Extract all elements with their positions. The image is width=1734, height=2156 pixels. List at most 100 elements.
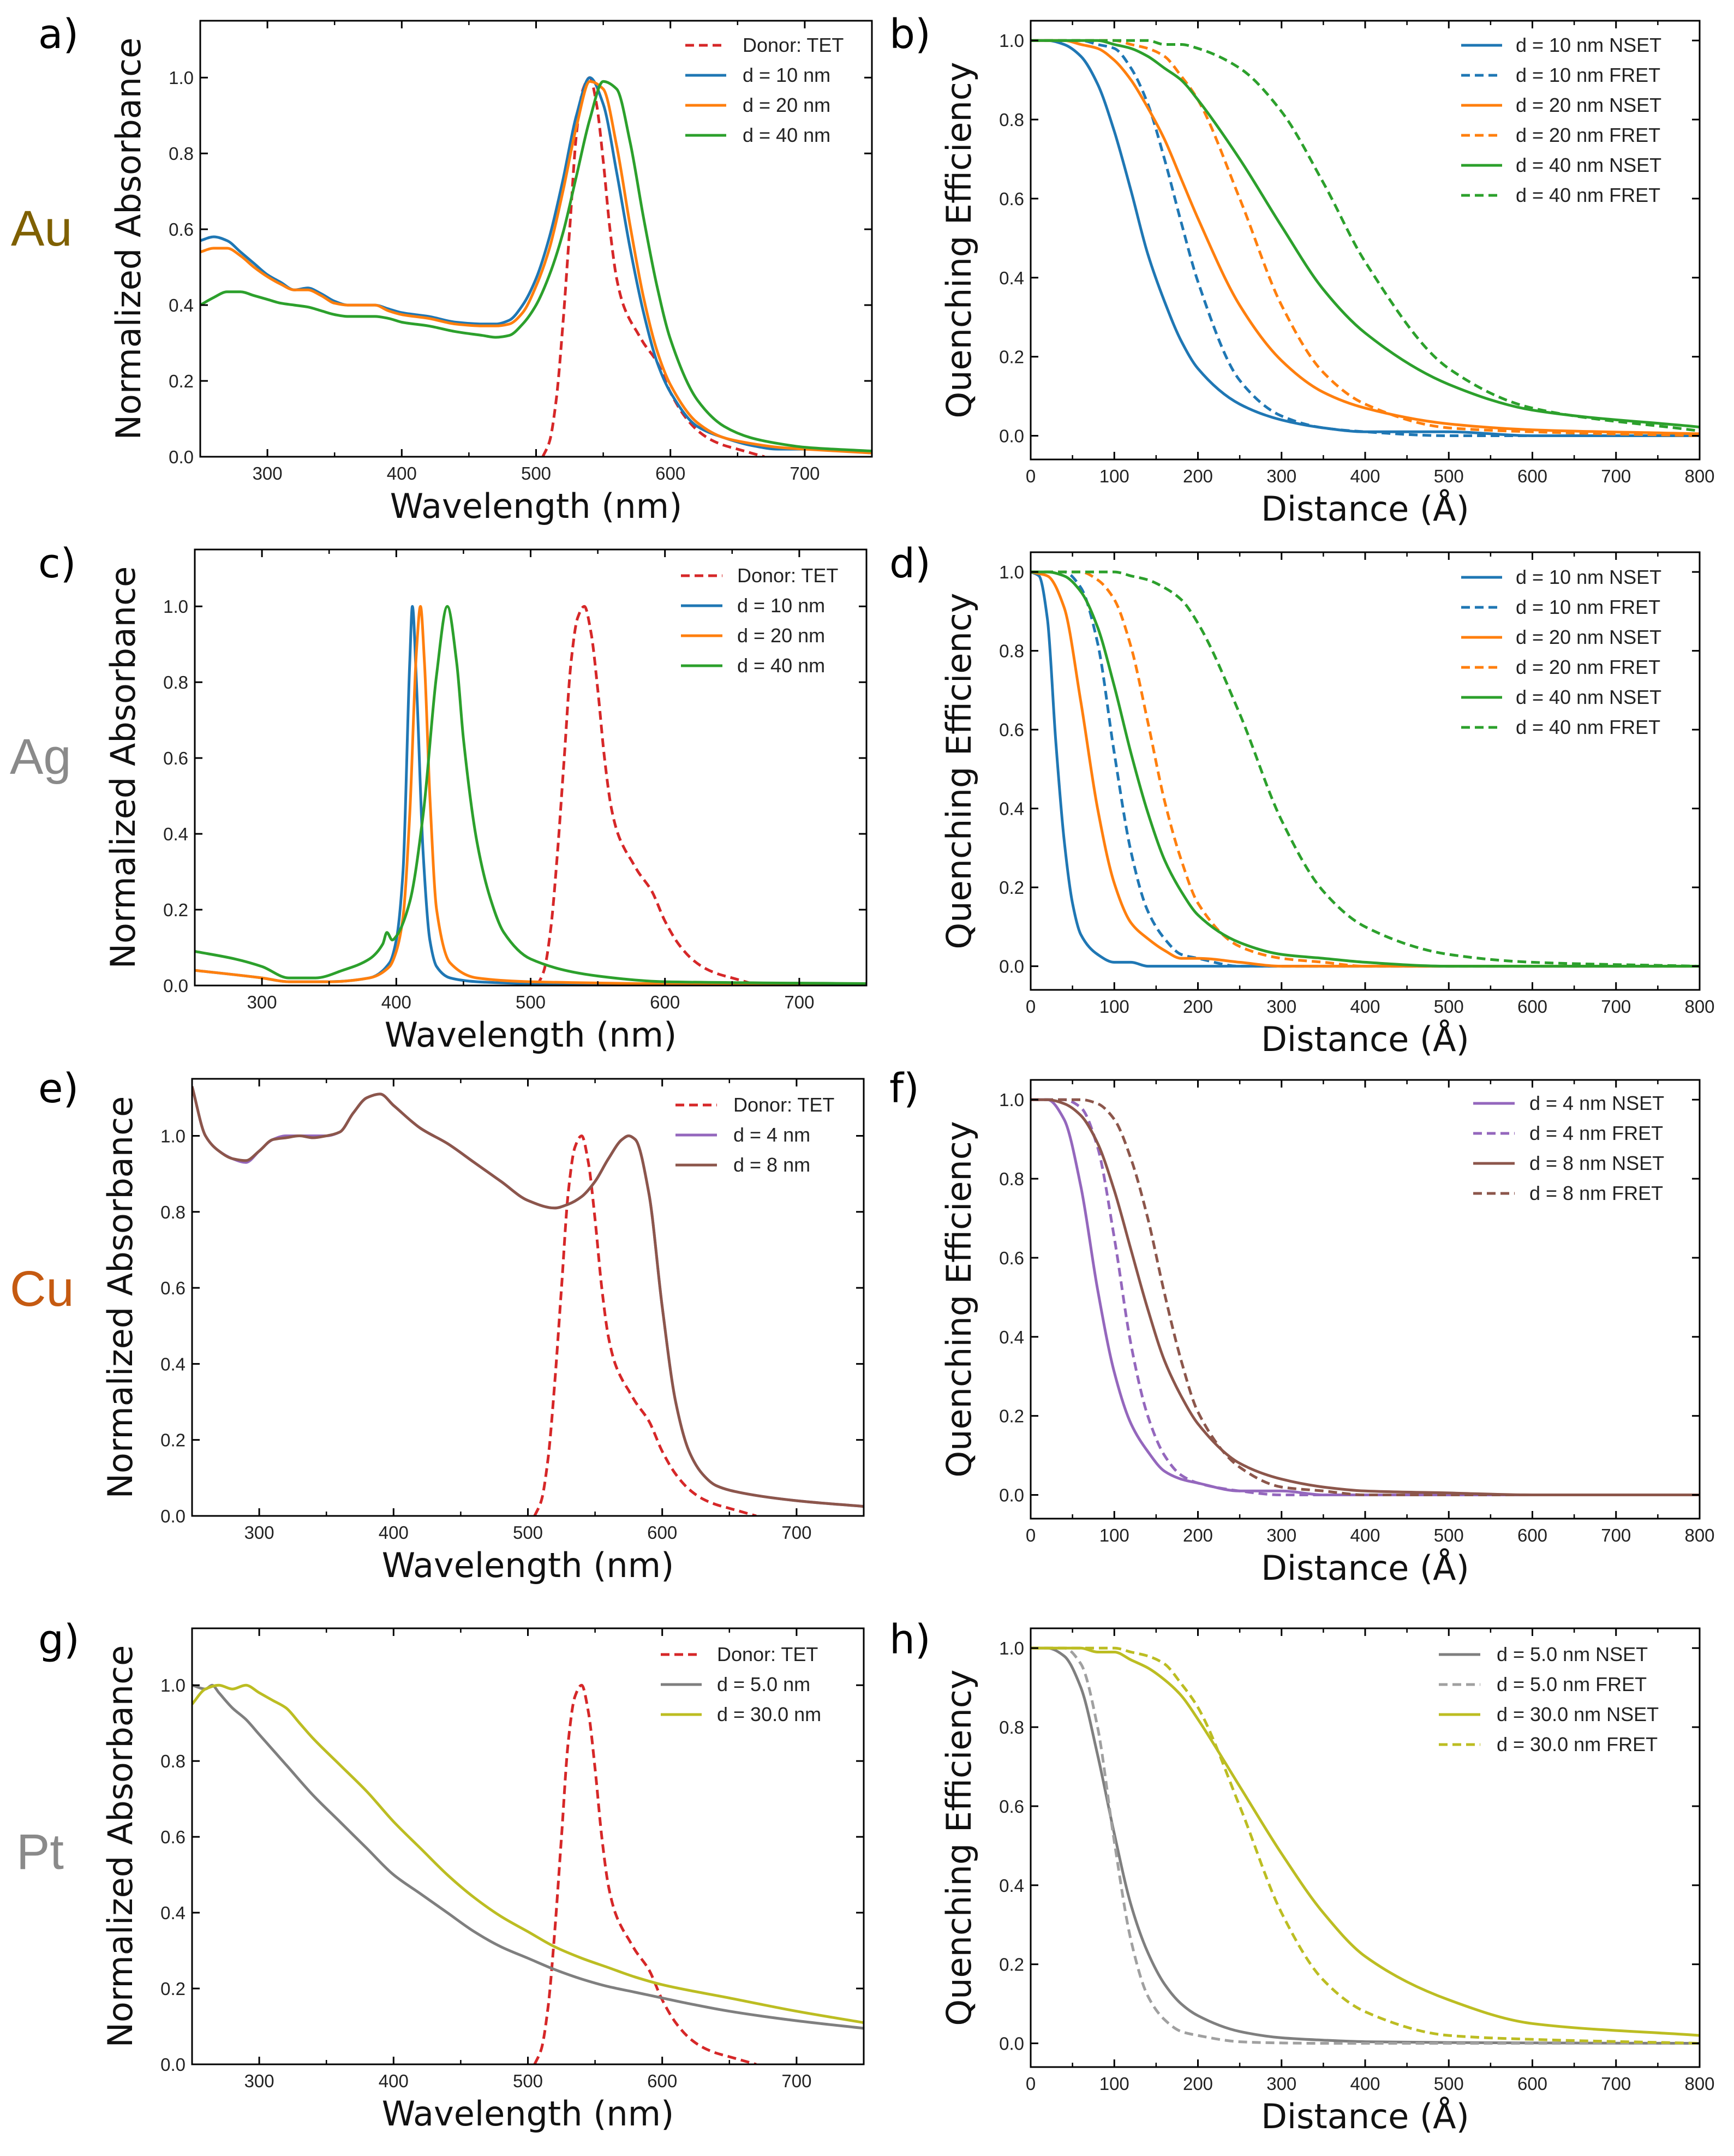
series-line-2: [1031, 1098, 1700, 1497]
x-axis-label: Wavelength (nm): [385, 1015, 677, 1055]
y-tick-label: 0.4: [169, 295, 194, 315]
y-tick-label: 1.0: [999, 562, 1024, 582]
panel-label: f): [889, 1065, 919, 1112]
x-axis-label: Distance (Å): [1261, 489, 1469, 529]
legend: d = 10 nm NSET d = 10 nm FRET d = 20 nm NS…: [1461, 34, 1661, 206]
y-tick-label: 0.6: [999, 1248, 1024, 1268]
x-tick-label: 200: [1183, 996, 1213, 1017]
y-tick-label: 0.4: [160, 1903, 186, 1923]
x-tick-label: 300: [244, 1522, 274, 1543]
legend-label: d = 30.0 nm FRET: [1497, 1733, 1658, 1755]
x-axis-label: Wavelength (nm): [390, 486, 683, 526]
legend-entry: d = 8 nm NSET: [1473, 1152, 1664, 1174]
series-line-4: [1031, 570, 1700, 968]
panel-b: b) 0 100 200 300 400 500 600 700 800 0.0 0.2 0.4 0.6 0…: [889, 11, 1715, 529]
series-line-2: [192, 1086, 864, 1508]
y-tick-label: 0.2: [169, 371, 194, 391]
series-line-2: [192, 1683, 864, 2024]
y-axis-label: Normalized Absorbance: [100, 1096, 140, 1499]
x-tick-label: 700: [784, 992, 814, 1012]
x-axis-label: Wavelength (nm): [382, 1545, 674, 1585]
legend-entry: d = 30.0 nm NSET: [1439, 1703, 1659, 1725]
series-group: [1031, 570, 1700, 968]
x-tick-label: 100: [1099, 466, 1129, 486]
legend-entry: d = 4 nm: [675, 1124, 810, 1146]
y-tick-label: 1.0: [160, 1126, 186, 1146]
legend-entry: d = 40 nm NSET: [1461, 154, 1661, 176]
legend-entry: d = 5.0 nm FRET: [1439, 1673, 1647, 1695]
legend-entry: d = 40 nm FRET: [1461, 184, 1660, 206]
legend-label: d = 40 nm NSET: [1516, 686, 1661, 708]
y-tick-label: 0.0: [163, 976, 188, 996]
y-tick-label: 0.0: [169, 447, 194, 467]
panel-a: a) Au 300 400 500 600 700 0.0 0.2 0.4 0.6 0.8 1.0 Wav…: [11, 11, 873, 526]
legend-entry: d = 30.0 nm FRET: [1439, 1733, 1658, 1755]
panel-label: e): [38, 1065, 79, 1112]
y-tick-label: 0.4: [999, 268, 1024, 288]
series-line-1: [1031, 1098, 1700, 1497]
x-tick-label: 300: [244, 2071, 274, 2091]
metal-label: Ag: [10, 729, 71, 785]
legend-label: d = 4 nm: [733, 1124, 810, 1146]
series-line-3: [1031, 1098, 1700, 1497]
x-tick-label: 0: [1026, 466, 1036, 486]
y-tick-label: 0.6: [999, 720, 1024, 740]
y-tick-label: 0.4: [999, 1327, 1024, 1347]
legend-label: d = 20 nm FRET: [1516, 656, 1660, 678]
y-tick-label: 0.2: [163, 900, 188, 920]
y-tick-label: 0.6: [160, 1278, 186, 1298]
series-line-0: [541, 76, 765, 457]
legend-label: d = 10 nm: [743, 64, 830, 86]
y-tick-label: 1.0: [999, 1090, 1024, 1110]
x-tick-label: 700: [781, 1522, 811, 1543]
y-tick-label: 1.0: [160, 1675, 186, 1695]
legend-entry: d = 5.0 nm NSET: [1439, 1643, 1648, 1665]
legend-label: d = 5.0 nm NSET: [1497, 1643, 1648, 1665]
y-tick-label: 0.4: [999, 1876, 1024, 1896]
x-tick-label: 300: [1266, 1525, 1296, 1545]
y-tick-label: 1.0: [169, 68, 194, 88]
legend: Donor: TET d = 10 nm d = 20 nm d = 40 nm: [685, 34, 844, 146]
panels: a) Au 300 400 500 600 700 0.0 0.2 0.4 0.6 0.8 1.0 Wav…: [10, 11, 1715, 2136]
legend-entry: Donor: TET: [661, 1643, 818, 1665]
x-tick-label: 100: [1099, 2074, 1129, 2094]
series-group: [1031, 39, 1700, 438]
legend-label: d = 30.0 nm: [717, 1703, 821, 1725]
series-line-2: [200, 80, 872, 455]
y-tick-label: 0.0: [999, 1485, 1024, 1506]
legend-entry: d = 20 nm NSET: [1461, 626, 1661, 648]
series-line-3: [200, 80, 872, 453]
legend: Donor: TET d = 4 nm d = 8 nm: [675, 1094, 834, 1176]
x-tick-label: 300: [247, 992, 277, 1012]
legend-entry: d = 10 nm NSET: [1461, 566, 1661, 588]
legend-label: Donor: TET: [737, 564, 838, 587]
x-tick-label: 700: [1601, 996, 1631, 1017]
x-tick-label: 300: [253, 463, 283, 483]
legend-entry: d = 5.0 nm: [661, 1673, 810, 1695]
legend-label: d = 10 nm NSET: [1516, 34, 1661, 56]
y-tick-label: 0.2: [999, 877, 1024, 898]
series-group: [1031, 1646, 1700, 2045]
x-tick-label: 400: [379, 2071, 409, 2091]
y-axis-label: Normalized Absorbance: [103, 566, 143, 969]
y-tick-label: 0.0: [999, 957, 1024, 977]
y-tick-label: 0.6: [163, 748, 188, 768]
y-tick-label: 0.8: [160, 1751, 186, 1771]
x-axis-label: Distance (Å): [1261, 1019, 1469, 1059]
series-line-3: [195, 605, 866, 985]
legend-label: d = 10 nm NSET: [1516, 566, 1661, 588]
y-tick-label: 0.2: [160, 1979, 186, 1999]
y-tick-label: 0.6: [169, 219, 194, 240]
panel-label: c): [38, 540, 76, 587]
y-tick-label: 0.8: [999, 1169, 1024, 1189]
y-tick-label: 1.0: [163, 596, 188, 617]
series-line-2: [1031, 570, 1700, 968]
x-tick-label: 500: [513, 2071, 543, 2091]
series-line-0: [533, 1134, 757, 1516]
legend-label: d = 10 nm: [737, 594, 825, 617]
x-tick-label: 600: [647, 1522, 677, 1543]
legend-entry: d = 10 nm FRET: [1461, 64, 1660, 86]
x-tick-label: 700: [1601, 2074, 1631, 2094]
x-tick-label: 600: [1517, 1525, 1547, 1545]
legend-label: d = 8 nm NSET: [1529, 1152, 1664, 1174]
